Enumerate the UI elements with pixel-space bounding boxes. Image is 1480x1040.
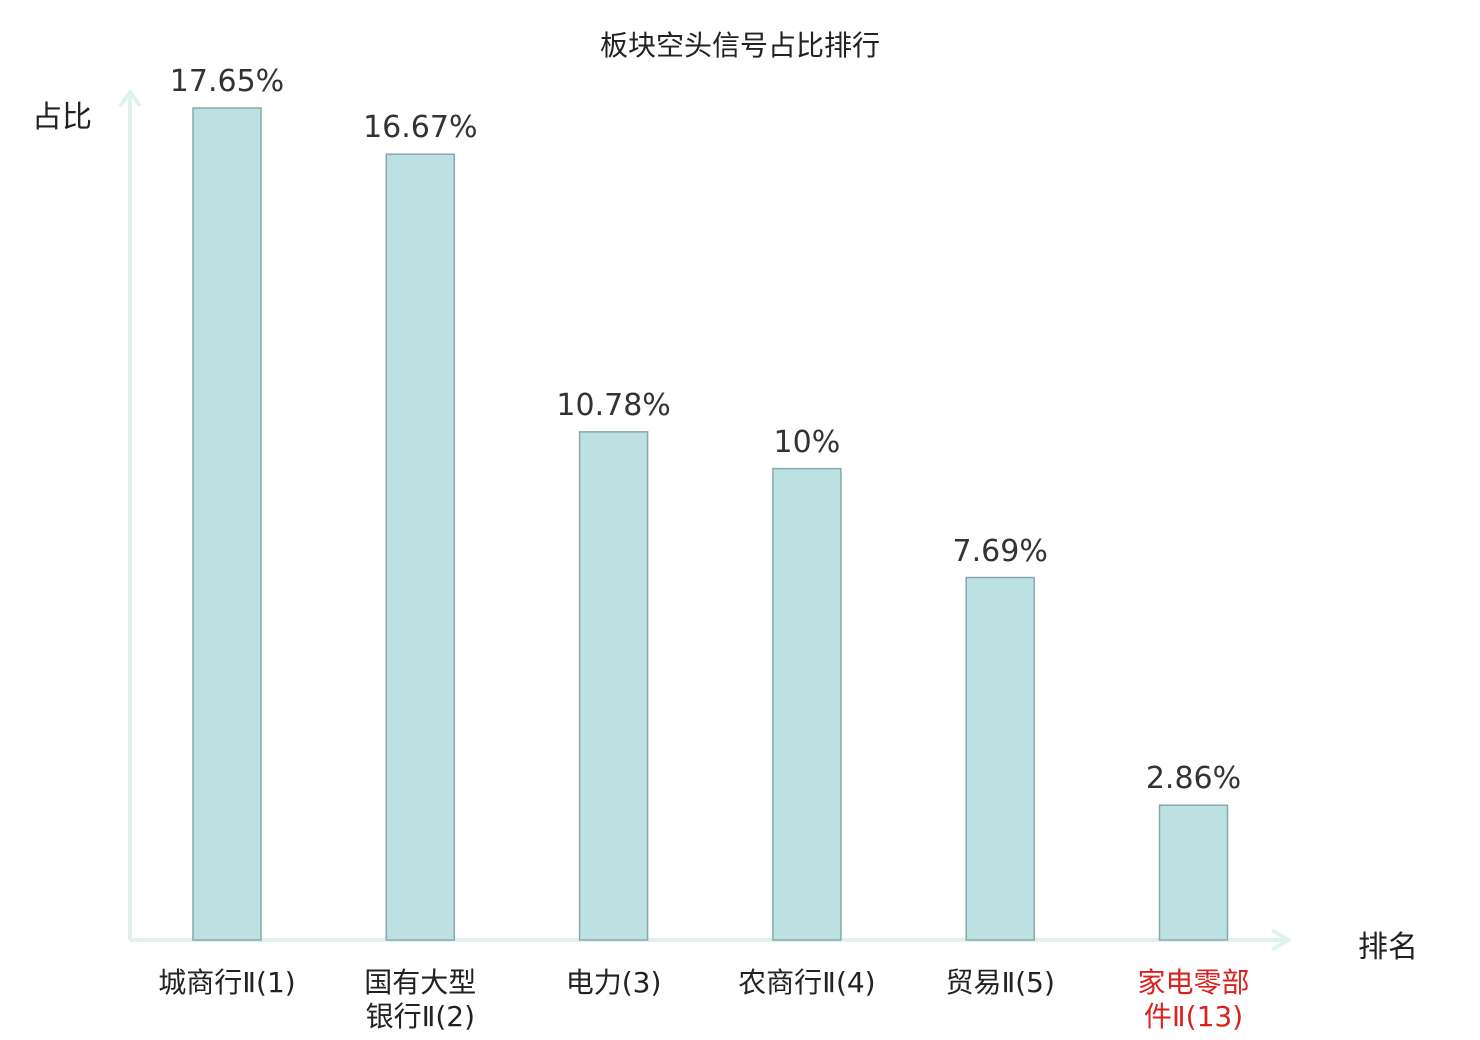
category-label: 农商行Ⅱ(4) bbox=[707, 966, 907, 1000]
category-label: 城商行Ⅱ(1) bbox=[127, 966, 327, 1000]
y-axis-label: 占比 bbox=[32, 100, 92, 135]
category-label-line: 国有大型 bbox=[364, 966, 477, 999]
category-label: 国有大型 银行Ⅱ(2) bbox=[320, 966, 520, 1034]
category-label-line: 城商行Ⅱ(1) bbox=[158, 966, 296, 999]
category-label-line: 电力(3) bbox=[565, 966, 662, 999]
y-axis-arrow bbox=[118, 88, 142, 108]
category-label-line: 贸易Ⅱ(5) bbox=[945, 966, 1055, 999]
bar bbox=[772, 467, 842, 941]
data-label: 10.78% bbox=[556, 387, 671, 423]
bar bbox=[965, 576, 1035, 941]
data-label: 10% bbox=[773, 424, 841, 460]
category-label: 家电零部 件Ⅱ(13) bbox=[1094, 966, 1294, 1034]
bar bbox=[1158, 804, 1229, 941]
data-label: 7.69% bbox=[952, 533, 1048, 569]
category-label-line: 银行Ⅱ(2) bbox=[365, 1000, 476, 1033]
category-label-line: 家电零部 bbox=[1137, 966, 1250, 999]
bar bbox=[578, 431, 649, 941]
data-label: 16.67% bbox=[363, 110, 478, 146]
x-axis-label: 排名 bbox=[1358, 930, 1418, 965]
chart-title: 板块空头信号占比排行 bbox=[599, 29, 880, 62]
category-label: 电力(3) bbox=[514, 966, 714, 1000]
data-label: 17.65% bbox=[169, 64, 285, 99]
bar bbox=[192, 107, 262, 941]
category-label-line: 件Ⅱ(13) bbox=[1143, 1000, 1244, 1033]
bar bbox=[385, 153, 456, 941]
category-label-line: 农商行Ⅱ(4) bbox=[738, 966, 876, 999]
category-label: 贸易Ⅱ(5) bbox=[900, 966, 1100, 1000]
data-label: 2.86% bbox=[1145, 761, 1242, 797]
x-axis-arrow bbox=[1270, 928, 1292, 952]
